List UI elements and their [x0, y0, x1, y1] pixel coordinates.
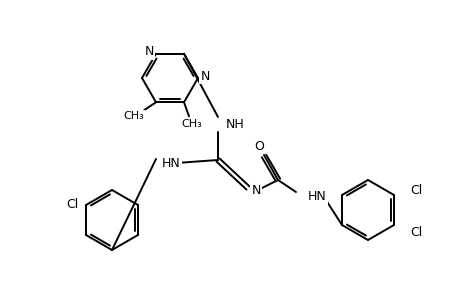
Text: N: N — [144, 45, 153, 58]
Text: Cl: Cl — [409, 226, 421, 239]
Text: HN: HN — [308, 190, 326, 203]
Text: HN: HN — [162, 157, 180, 169]
Text: Cl: Cl — [409, 184, 421, 196]
Text: O: O — [253, 140, 263, 152]
Text: CH₃: CH₃ — [181, 119, 202, 129]
Text: N: N — [200, 70, 209, 83]
Text: N: N — [251, 184, 260, 197]
Text: CH₃: CH₃ — [123, 111, 144, 121]
Text: NH: NH — [225, 118, 244, 130]
Text: Cl: Cl — [66, 197, 78, 211]
